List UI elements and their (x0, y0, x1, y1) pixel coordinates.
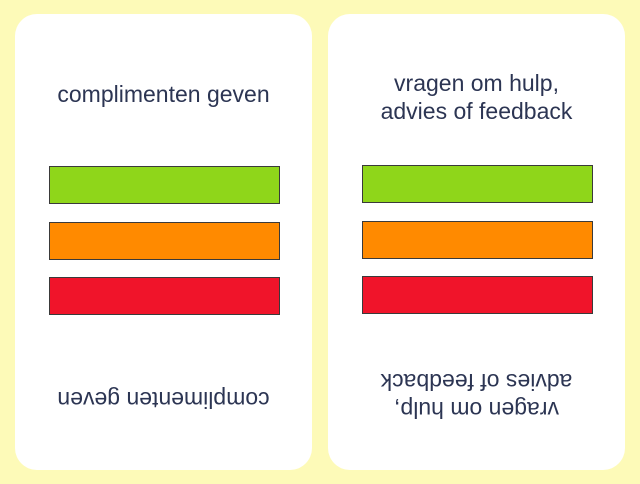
card-label-line: vragen om hulp, (394, 70, 559, 96)
orange-bar (362, 221, 593, 259)
card-label: complimenten geven (15, 80, 312, 108)
card-complimenten-geven: complimenten geven complimenten geven (15, 14, 312, 470)
card-label-upside-down: complimenten geven (15, 386, 312, 414)
card-label-line: complimenten geven (57, 81, 270, 107)
orange-bar (49, 222, 280, 260)
card-label-line: advies of feedback (380, 369, 573, 395)
card-vragen-om-hulp: vragen om hulp, advies of feedback vrage… (328, 14, 625, 470)
card-label-upside-down: vragen om hulp, advies of feedback (328, 368, 625, 424)
card-label-line: advies of feedback (380, 98, 573, 124)
card-label-line: complimenten geven (57, 387, 270, 413)
green-bar (362, 165, 593, 203)
card-label-line: vragen om hulp, (394, 397, 559, 423)
green-bar (49, 166, 280, 204)
red-bar (49, 277, 280, 315)
red-bar (362, 276, 593, 314)
card-label: vragen om hulp, advies of feedback (328, 69, 625, 125)
